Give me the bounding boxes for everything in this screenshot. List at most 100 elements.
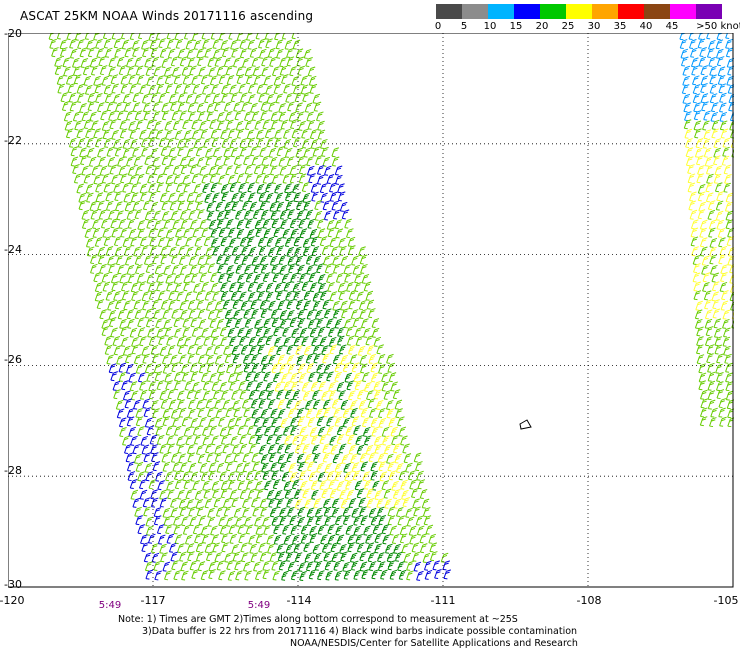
wind-barb <box>302 92 310 103</box>
wind-barb <box>150 92 159 103</box>
wind-barb <box>185 489 194 500</box>
wind-barb <box>395 408 403 419</box>
wind-barb <box>726 75 734 86</box>
wind-barb <box>324 308 332 319</box>
wind-barb <box>332 308 341 319</box>
wind-barb <box>403 453 412 464</box>
wind-barb <box>205 551 214 562</box>
wind-barb <box>727 65 734 76</box>
wind-barb <box>278 111 287 122</box>
wind-barb <box>226 461 234 472</box>
wind-barb <box>713 138 721 149</box>
wind-barb <box>174 327 182 338</box>
wind-barb <box>209 173 218 184</box>
wind-barb <box>689 39 697 50</box>
wind-barb <box>119 273 127 284</box>
wind-barb <box>196 48 204 59</box>
wind-barb <box>709 237 718 248</box>
wind-barb <box>327 282 335 292</box>
wind-barb <box>301 281 310 292</box>
wind-barb <box>235 263 244 274</box>
wind-barb <box>413 561 422 572</box>
wind-barb <box>241 254 250 265</box>
wind-barb <box>221 191 229 202</box>
wind-barb <box>296 111 305 122</box>
wind-barb <box>696 326 704 337</box>
wind-barb <box>120 74 129 85</box>
wind-barb <box>254 470 262 481</box>
wind-barb <box>211 84 219 95</box>
wind-barb <box>188 408 196 419</box>
wind-barb <box>348 290 357 301</box>
wind-barb <box>198 318 207 329</box>
wind-barb <box>101 75 110 86</box>
wind-barb <box>220 183 229 194</box>
wind-barb <box>294 498 303 509</box>
wind-barb <box>149 245 158 256</box>
wind-barb <box>268 147 277 158</box>
wind-barb <box>687 182 696 193</box>
wind-barb <box>202 426 210 437</box>
wind-barb <box>166 480 174 491</box>
wind-barb <box>156 173 164 184</box>
wind-barb <box>692 255 701 266</box>
wind-barb <box>715 48 724 59</box>
wind-barb <box>246 479 254 490</box>
wind-barb <box>80 58 89 68</box>
wind-barb <box>220 336 228 347</box>
wind-barb <box>153 507 162 518</box>
wind-barb <box>379 471 388 482</box>
wind-barb <box>298 173 307 184</box>
wind-barb <box>150 147 159 158</box>
wind-barb <box>693 281 701 292</box>
wind-barb <box>707 380 716 391</box>
wind-barb <box>257 236 266 247</box>
wind-barb <box>169 200 178 211</box>
wind-barb <box>148 381 156 392</box>
wind-barb <box>180 561 188 572</box>
wind-barb <box>187 102 196 113</box>
wind-barb <box>350 560 359 571</box>
wind-barb <box>100 218 109 229</box>
wind-barb <box>164 120 173 131</box>
wind-barb <box>99 263 107 274</box>
wind-barb <box>187 551 195 562</box>
wind-barb <box>84 228 93 238</box>
wind-barb <box>242 57 250 68</box>
wind-barb <box>358 246 366 257</box>
wind-barb <box>167 443 175 454</box>
wind-barb <box>205 300 214 311</box>
wind-barb <box>707 371 716 382</box>
wind-barb <box>210 272 218 283</box>
wind-barb <box>236 228 245 239</box>
wind-barb <box>287 255 296 266</box>
wind-barb <box>241 101 249 112</box>
wind-barb <box>183 281 191 292</box>
wind-barb <box>192 480 200 491</box>
wind-barb <box>288 462 297 473</box>
wind-barb <box>341 453 350 464</box>
wind-barb <box>118 218 127 229</box>
wind-barb <box>730 284 734 293</box>
wind-barb <box>213 497 222 508</box>
wind-barb <box>129 174 137 185</box>
wind-barb <box>249 443 257 454</box>
wind-barb <box>115 399 124 410</box>
wind-barb <box>353 425 361 436</box>
wind-barb <box>394 551 403 562</box>
wind-barb <box>239 138 248 149</box>
wind-barb <box>722 137 731 148</box>
wind-barb <box>302 237 311 248</box>
wind-barb <box>722 146 730 157</box>
wind-barb <box>165 83 174 94</box>
wind-barb <box>711 291 720 302</box>
wind-barb <box>373 389 382 400</box>
wind-barb <box>216 65 225 76</box>
wind-barb <box>137 327 146 338</box>
wind-barb <box>308 569 317 580</box>
wind-barb <box>707 362 715 373</box>
wind-barb <box>263 75 272 86</box>
wind-barb <box>181 416 190 427</box>
wind-barb <box>125 353 133 364</box>
wind-barb <box>159 47 168 58</box>
